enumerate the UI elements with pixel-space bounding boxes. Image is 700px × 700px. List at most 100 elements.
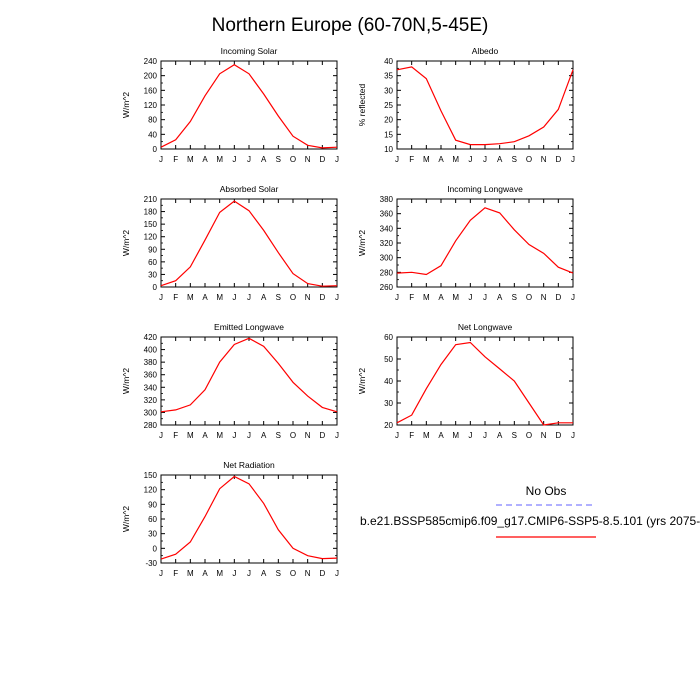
x-tick-label: M <box>187 293 194 302</box>
panel-absorbed-solar: Absorbed Solar W/m^2 0 30 60 90 120 150 180 210 J F… <box>121 184 339 302</box>
y-tick-label: 10 <box>384 145 393 154</box>
panel-emitted-longwave: Emitted Longwave W/m^2 280 300 320 340 360 380 4… <box>121 322 339 440</box>
y-tick-label: 360 <box>380 210 394 219</box>
y-tick-label: 25 <box>384 101 393 110</box>
y-axis-label: W/m^2 <box>357 230 367 256</box>
x-tick-label: A <box>438 155 444 164</box>
x-tick-label: O <box>290 293 296 302</box>
y-tick-label: 280 <box>144 421 158 430</box>
x-tick-label: J <box>159 431 163 440</box>
x-tick-label: J <box>247 569 251 578</box>
x-tick-label: M <box>216 431 223 440</box>
plot-frame <box>160 336 338 426</box>
y-tick-label: 300 <box>380 254 394 263</box>
x-tick-label: N <box>305 569 311 578</box>
panel-incoming-longwave: Incoming Longwave W/m^2 260 280 300 320 340 360… <box>357 184 575 302</box>
x-tick-label: F <box>173 293 178 302</box>
x-tick-label: A <box>497 293 503 302</box>
y-tick-label: 40 <box>384 377 393 386</box>
y-tick-label: 380 <box>144 358 158 367</box>
panel-title: Incoming Longwave <box>447 184 523 194</box>
x-tick-label: F <box>173 155 178 164</box>
x-tick-label: M <box>187 569 194 578</box>
x-tick-label: J <box>335 431 339 440</box>
y-tick-label: 120 <box>144 486 158 495</box>
x-tick-label: O <box>526 155 532 164</box>
x-tick-label: S <box>276 155 281 164</box>
x-tick-label: M <box>452 155 459 164</box>
y-tick-label: 40 <box>148 130 157 139</box>
panel-title: Net Radiation <box>223 460 275 470</box>
x-tick-label: M <box>216 155 223 164</box>
x-tick-label: J <box>468 293 472 302</box>
y-tick-label: 60 <box>148 258 157 267</box>
x-tick-label: O <box>290 569 296 578</box>
y-tick-label: 60 <box>148 515 157 524</box>
x-tick-label: J <box>247 155 251 164</box>
y-tick-label: 240 <box>144 57 158 66</box>
x-tick-label: A <box>202 569 208 578</box>
plot-frame <box>396 336 574 426</box>
x-tick-label: S <box>512 155 517 164</box>
y-tick-label: 0 <box>153 283 158 292</box>
x-tick-label: F <box>173 569 178 578</box>
y-tick-label: 120 <box>144 101 158 110</box>
x-tick-label: J <box>232 431 236 440</box>
y-tick-label: 0 <box>153 544 158 553</box>
y-tick-label: 0 <box>153 145 158 154</box>
panel-title: Emitted Longwave <box>214 322 284 332</box>
x-tick-label: S <box>276 569 281 578</box>
panel-title: Albedo <box>472 46 499 56</box>
y-tick-label: 40 <box>384 57 393 66</box>
x-tick-label: J <box>232 569 236 578</box>
y-tick-label: 260 <box>380 283 394 292</box>
x-tick-label: N <box>541 155 547 164</box>
x-tick-label: A <box>497 431 503 440</box>
x-tick-label: D <box>555 293 561 302</box>
x-tick-label: F <box>409 293 414 302</box>
x-tick-label: M <box>216 569 223 578</box>
x-tick-label: F <box>173 431 178 440</box>
y-axis-label: % reflected <box>357 83 367 126</box>
y-tick-label: 150 <box>144 220 158 229</box>
x-tick-label: D <box>319 155 325 164</box>
y-axis-label: W/m^2 <box>121 230 131 256</box>
x-tick-label: J <box>468 155 472 164</box>
x-tick-label: A <box>497 155 503 164</box>
x-tick-label: S <box>276 293 281 302</box>
x-tick-label: J <box>159 293 163 302</box>
x-tick-label: F <box>409 155 414 164</box>
x-tick-label: A <box>202 155 208 164</box>
y-tick-label: 320 <box>144 396 158 405</box>
x-tick-label: M <box>423 155 430 164</box>
legend-obs-label: No Obs <box>526 484 567 498</box>
y-tick-label: 420 <box>144 333 158 342</box>
x-tick-label: A <box>261 293 267 302</box>
x-tick-label: O <box>526 293 532 302</box>
series-line-0 <box>396 66 574 146</box>
y-tick-label: 60 <box>384 333 393 342</box>
x-tick-label: D <box>319 293 325 302</box>
y-tick-label: 380 <box>380 195 394 204</box>
x-tick-label: J <box>247 293 251 302</box>
y-tick-label: 90 <box>148 500 157 509</box>
x-tick-label: A <box>202 431 208 440</box>
x-tick-label: M <box>423 431 430 440</box>
x-tick-label: A <box>261 569 267 578</box>
y-tick-label: 160 <box>144 86 158 95</box>
x-tick-label: A <box>202 293 208 302</box>
x-tick-label: M <box>187 431 194 440</box>
y-tick-label: 80 <box>148 116 157 125</box>
x-tick-label: J <box>483 155 487 164</box>
x-tick-label: D <box>319 431 325 440</box>
x-tick-label: N <box>541 293 547 302</box>
panel-title: Incoming Solar <box>221 46 278 56</box>
x-tick-label: N <box>305 155 311 164</box>
x-tick-label: N <box>305 431 311 440</box>
panel-title: Net Longwave <box>458 322 513 332</box>
x-tick-label: J <box>395 293 399 302</box>
